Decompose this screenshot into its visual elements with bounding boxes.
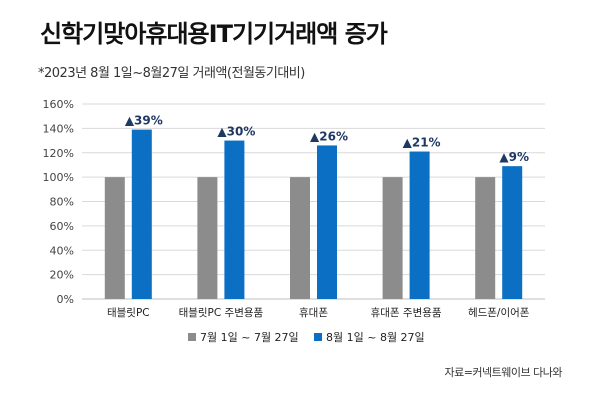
series-b-bar (502, 166, 523, 299)
legend-label: 7월 1일 ~ 7월 27일 (200, 330, 299, 344)
series-b-bar (224, 140, 245, 299)
chart-title: 신학기맞아휴대용IT기기거래액 증가 (40, 20, 388, 48)
y-tick-label: 100% (43, 171, 74, 184)
change-label: ▲21% (403, 136, 441, 150)
x-category-label: 휴대폰 주변용품 (371, 307, 442, 319)
y-tick-label: 20% (50, 269, 74, 282)
y-tick-label: 160% (43, 98, 74, 111)
series-a-bar (104, 177, 125, 299)
x-category-label: 휴대폰 (299, 307, 328, 319)
y-tick-label: 140% (43, 122, 74, 135)
change-label: ▲9% (499, 150, 529, 164)
y-tick-label: 80% (50, 196, 74, 209)
series-a-bar (197, 177, 218, 299)
y-tick-label: 120% (43, 147, 74, 160)
x-category-label: 태블릿PC 주변용품 (179, 307, 264, 319)
x-category-label: 태블릿PC (107, 307, 150, 319)
change-label: ▲30% (217, 125, 255, 139)
x-category-label: 헤드폰/이어폰 (468, 306, 530, 319)
y-tick-label: 0% (57, 293, 74, 306)
legend-label: 8월 1일 ~ 8월 27일 (326, 330, 425, 344)
y-tick-label: 40% (50, 244, 74, 257)
source-note: 자료=커넥트웨이브 다나와 (444, 366, 562, 379)
series-b-bar (131, 129, 152, 299)
series-a-bar (382, 177, 403, 299)
change-label: ▲39% (125, 114, 163, 128)
series-a-bar (475, 177, 496, 299)
y-tick-label: 60% (50, 220, 74, 233)
series-a-bar (290, 177, 310, 299)
legend-swatch (314, 333, 322, 341)
series-b-bar (409, 151, 430, 299)
change-label: ▲26% (310, 129, 348, 143)
chart-subtitle: *2023년 8월 1일~8월27일 거래액(전월동기대비) (38, 66, 305, 81)
legend-swatch (188, 333, 196, 341)
series-b-bar (317, 145, 337, 299)
